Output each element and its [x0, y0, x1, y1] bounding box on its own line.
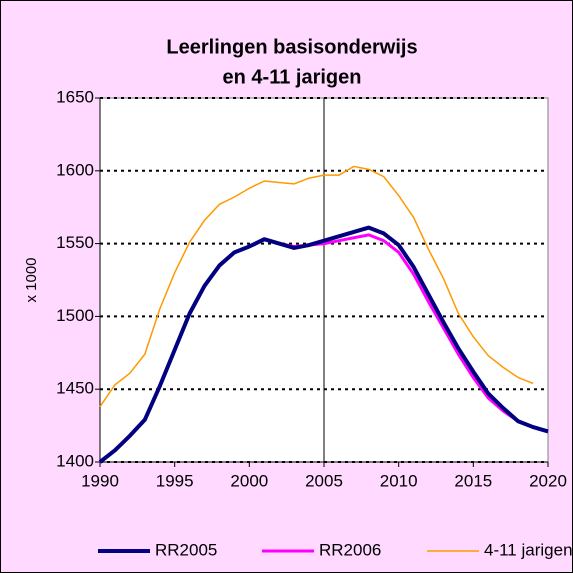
legend-label: RR2006 — [319, 540, 381, 559]
x-tick-label: 2010 — [380, 471, 418, 490]
x-tick-label: 1995 — [156, 471, 194, 490]
x-tick-label: 1990 — [81, 471, 119, 490]
legend-label: 4-11 jarigen — [484, 540, 573, 559]
legend-label: RR2005 — [155, 540, 217, 559]
y-tick-label: 1600 — [56, 160, 94, 179]
y-tick-label: 1400 — [56, 451, 94, 470]
y-tick-label: 1450 — [56, 379, 94, 398]
x-tick-label: 2000 — [230, 471, 268, 490]
series-line — [99, 165, 534, 408]
x-tick-label: 2015 — [454, 471, 492, 490]
series-line — [98, 225, 549, 464]
y-tick-label: 1650 — [56, 87, 94, 106]
x-tick-label: 2020 — [529, 471, 567, 490]
chart-title: Leerlingen basisonderwijs — [166, 36, 417, 58]
y-tick-label: 1550 — [56, 233, 94, 252]
y-axis-label: x 1000 — [23, 257, 40, 302]
x-tick-label: 2005 — [305, 471, 343, 490]
chart-title: en 4-11 jarigen — [223, 66, 362, 88]
y-tick-label: 1500 — [56, 306, 94, 325]
